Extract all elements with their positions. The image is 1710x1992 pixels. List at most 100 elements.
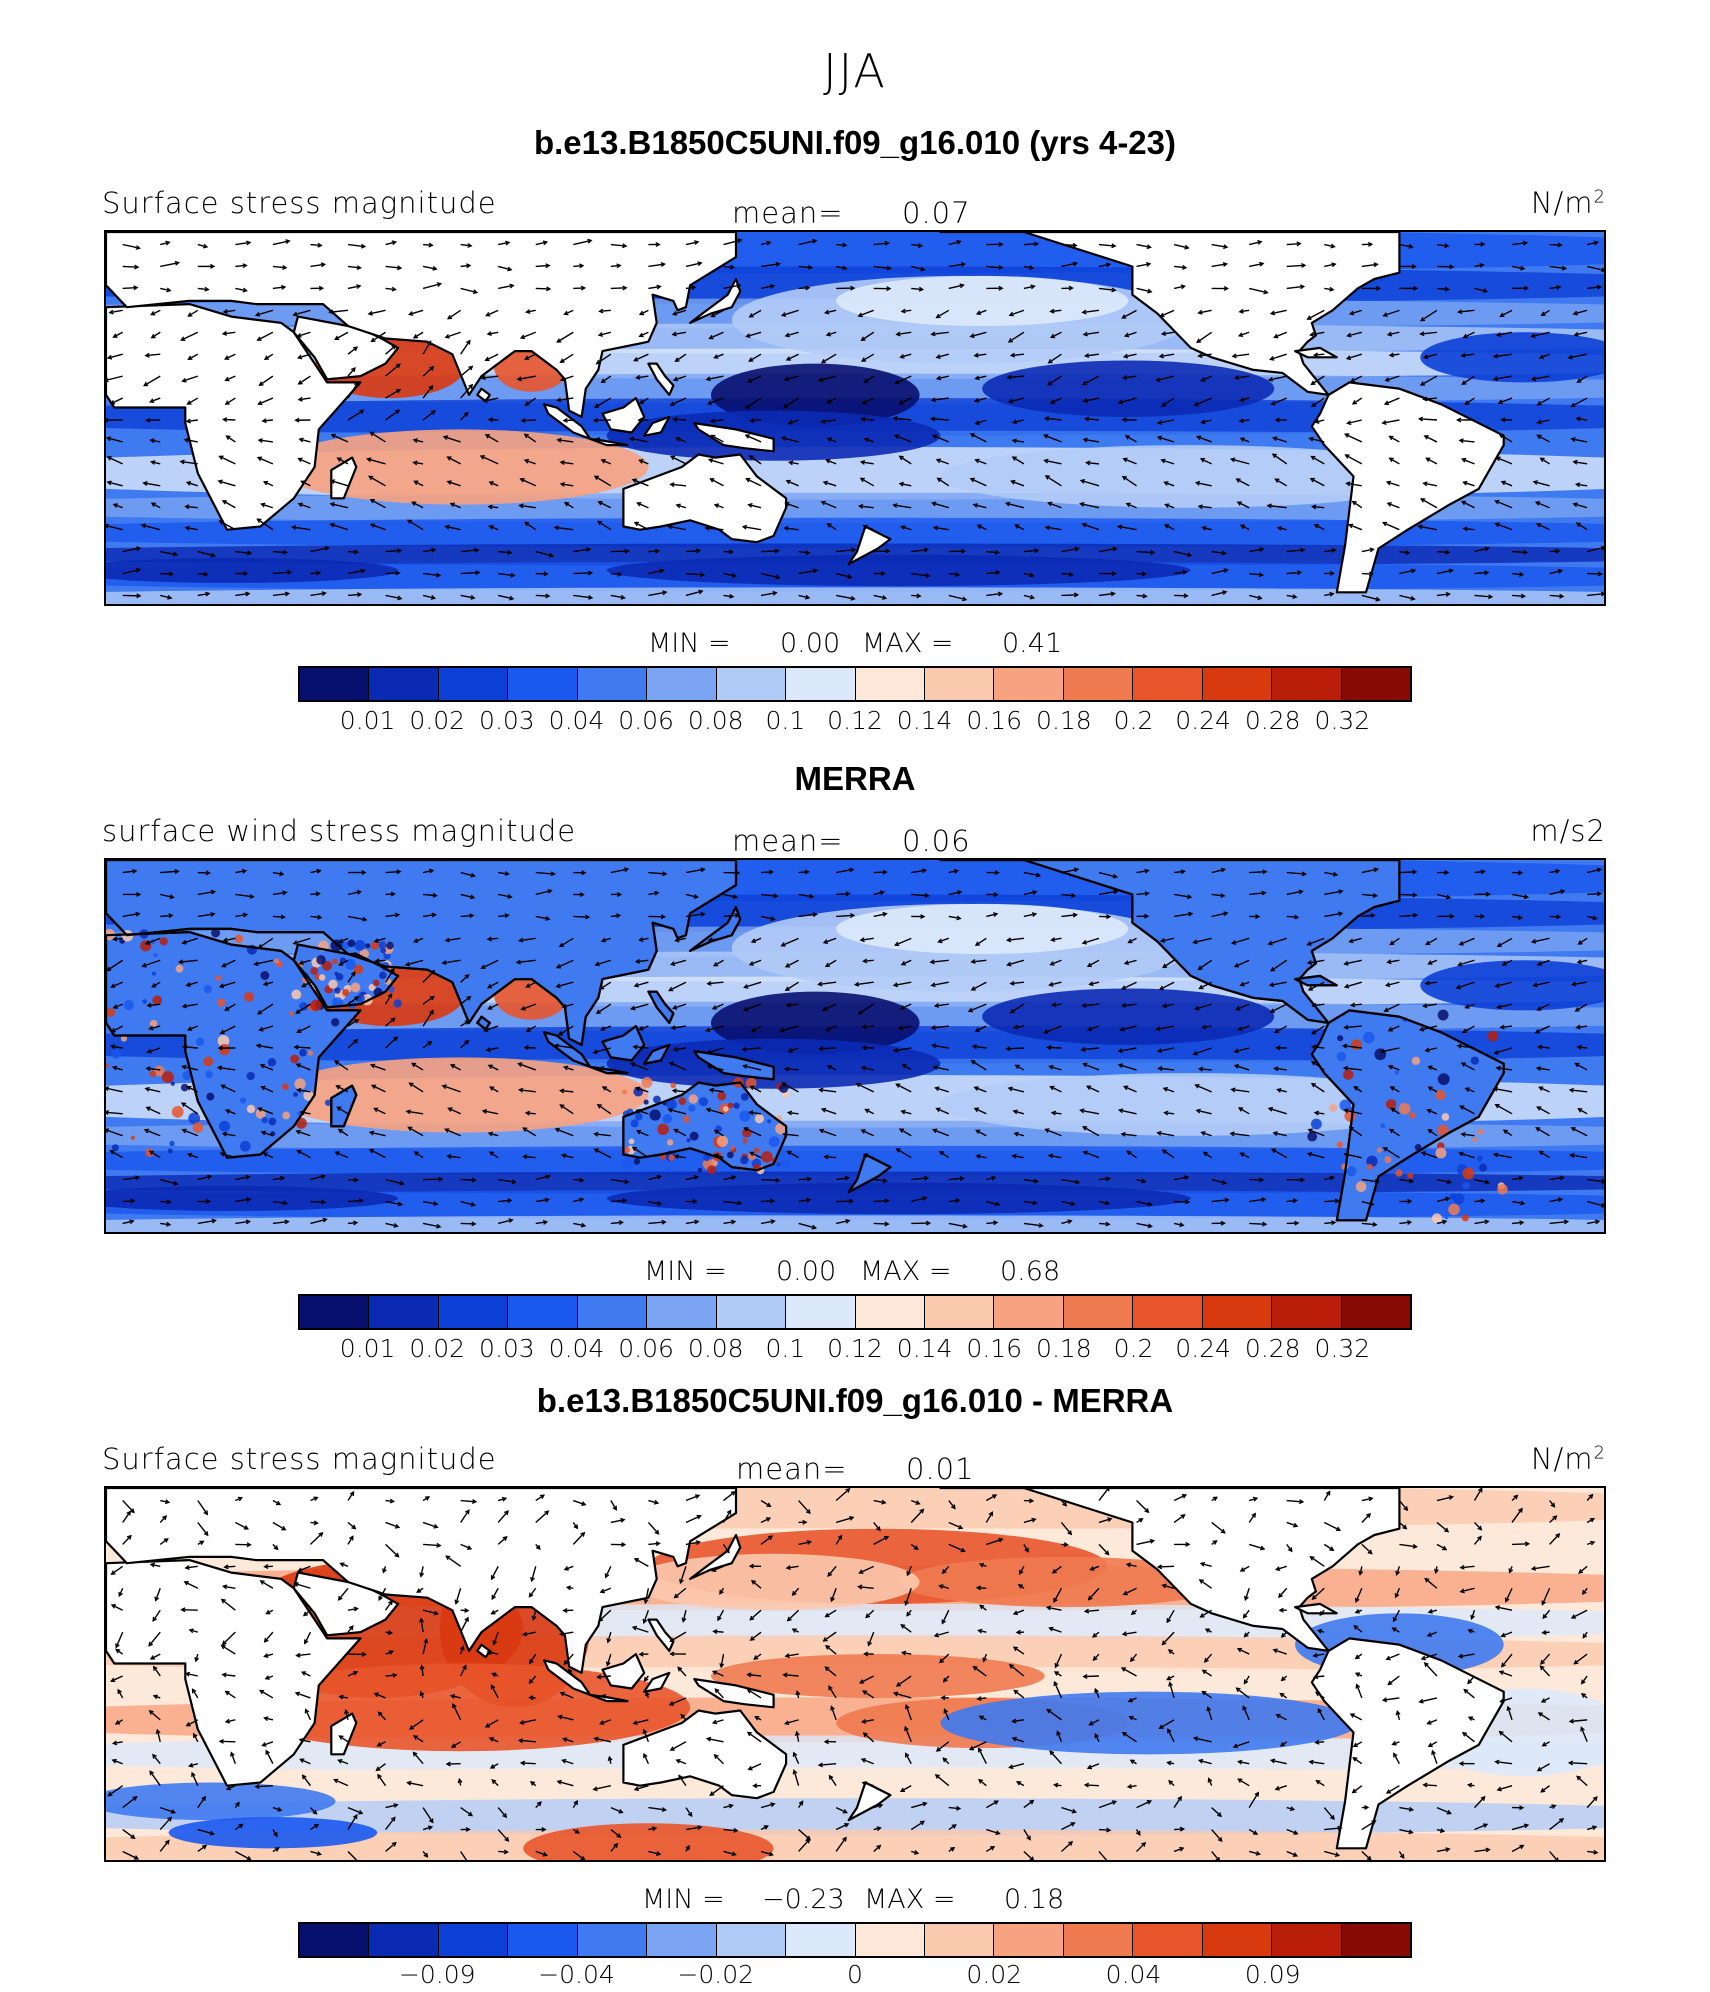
land-speckle — [1367, 1164, 1373, 1170]
land-speckle — [342, 989, 349, 996]
panel-3-colorbar — [298, 1922, 1412, 1958]
land-speckle — [334, 987, 340, 993]
colorbar-swatch — [1203, 668, 1272, 700]
land-speckle — [1363, 1032, 1375, 1044]
page-title: JJA — [0, 44, 1710, 98]
colorbar-tick-label: 0.32 — [1315, 706, 1371, 735]
colorbar-tick-label: 0.04 — [1106, 1960, 1162, 1989]
colorbar-tick-label: 0.24 — [1175, 706, 1231, 735]
panel-3-map — [104, 1486, 1606, 1862]
panel-1-title: b.e13.B1850C5UNI.f09_g16.010 (yrs 4-23) — [0, 124, 1710, 162]
field-band — [106, 1215, 1606, 1234]
stress-vector — [1512, 1544, 1529, 1545]
colorbar-swatch — [1203, 1924, 1272, 1956]
colorbar-swatch — [786, 668, 855, 700]
panel-1-map-canvas — [106, 232, 1606, 606]
colorbar-tick-label: 0.12 — [827, 1334, 883, 1363]
colorbar-tick-label: 0.01 — [340, 1334, 396, 1363]
colorbar-swatch — [925, 1924, 994, 1956]
panel-2-variable-label: surface wind stress magnitude — [102, 814, 576, 848]
land-speckle — [730, 1146, 734, 1150]
stress-vector — [536, 288, 550, 289]
panel-2-map-canvas — [106, 860, 1606, 1234]
stress-vector — [1399, 872, 1416, 873]
land-speckle — [1395, 1169, 1402, 1176]
land-speckle — [168, 1149, 173, 1154]
field-feature — [940, 1692, 1357, 1755]
colorbar-swatch — [439, 1924, 508, 1956]
land-speckle — [331, 1018, 339, 1026]
land-speckle — [290, 1055, 299, 1064]
panel-3-units: N/m2 — [1531, 1442, 1606, 1476]
land-speckle — [244, 992, 254, 1002]
colorbar-swatch — [925, 668, 994, 700]
land-speckle — [743, 1138, 748, 1143]
colorbar-swatch — [1272, 1296, 1341, 1328]
colorbar-swatch — [647, 668, 716, 700]
stress-vector — [1084, 1676, 1099, 1677]
land-speckle — [1448, 1204, 1460, 1216]
panel-1-variable-label: Surface stress magnitude — [102, 186, 497, 220]
colorbar-tick-label: −0.04 — [538, 1960, 615, 1989]
field-band — [106, 587, 1606, 606]
colorbar-tick-label: 0.06 — [618, 706, 674, 735]
land-speckle — [240, 1097, 246, 1103]
colorbar-swatch — [1064, 668, 1133, 700]
land-speckle — [1395, 1070, 1399, 1074]
colorbar-swatch — [856, 668, 925, 700]
field-feature — [982, 360, 1274, 416]
land-speckle — [379, 941, 387, 949]
land-speckle — [698, 1168, 702, 1172]
colorbar-swatch — [647, 1924, 716, 1956]
colorbar-tick-label: 0.02 — [409, 1334, 465, 1363]
land-speckle — [635, 1113, 643, 1121]
stress-vector — [761, 1180, 779, 1181]
land-speckle — [240, 1141, 251, 1152]
land-speckle — [282, 1083, 289, 1090]
colorbar-tick-label: 0.32 — [1315, 1334, 1371, 1363]
land-speckle — [1307, 1132, 1317, 1142]
stress-vector — [461, 1180, 476, 1181]
land-speckle — [631, 1119, 639, 1127]
land-speckle — [111, 1050, 120, 1059]
land-speckle — [717, 1092, 726, 1101]
land-speckle — [733, 1102, 739, 1108]
land-speckle — [686, 1138, 690, 1142]
land-speckle — [152, 972, 156, 976]
land-speckle — [740, 1156, 748, 1164]
land-speckle — [1337, 1035, 1343, 1041]
stress-vector — [1249, 1223, 1266, 1224]
colorbar-tick-label: 0.2 — [1114, 706, 1154, 735]
panel-3-variable-label: Surface stress magnitude — [102, 1442, 497, 1476]
land-speckle — [268, 1118, 276, 1126]
land-speckle — [131, 1136, 135, 1140]
land-speckle — [351, 983, 361, 993]
land-speckle — [1343, 1069, 1353, 1079]
land-speckle — [699, 1097, 708, 1106]
panel-2-mean-value: 0.06 — [902, 824, 971, 858]
panel-2-map — [104, 858, 1606, 1234]
colorbar-swatch — [856, 1924, 925, 1956]
colorbar-swatch — [508, 1924, 577, 1956]
land-speckle — [193, 1122, 204, 1133]
colorbar-swatch — [1133, 1296, 1202, 1328]
land-speckle — [316, 955, 326, 965]
panel-3-max-label: MAX = — [864, 1884, 955, 1915]
panel-1-map — [104, 230, 1606, 606]
colorbar-swatch — [508, 668, 577, 700]
land-speckle — [780, 1160, 789, 1169]
colorbar-tick-label: 0.16 — [966, 706, 1022, 735]
colorbar-swatch — [925, 1296, 994, 1328]
panel-1-max-value: 0.41 — [1002, 628, 1062, 659]
land-speckle — [347, 939, 355, 947]
land-speckle — [1471, 1056, 1479, 1064]
land-speckle — [1435, 1147, 1446, 1158]
colorbar-tick-label: 0.28 — [1245, 1334, 1301, 1363]
land-speckle — [261, 1117, 267, 1123]
land-speckle — [150, 1071, 156, 1077]
land-speckle — [1337, 1052, 1347, 1062]
panel-1-min-value: 0.00 — [780, 628, 840, 659]
land-speckle — [294, 1078, 305, 1089]
